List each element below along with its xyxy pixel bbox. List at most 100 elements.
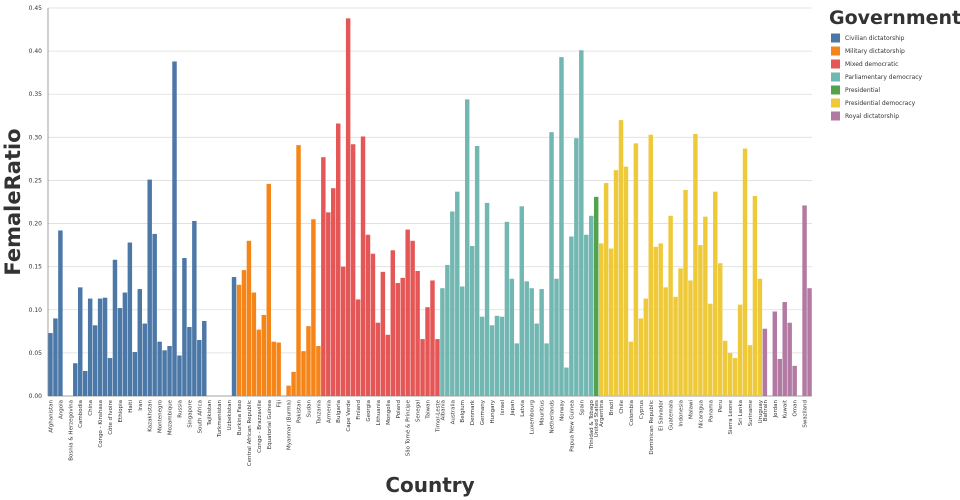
bar	[410, 240, 415, 396]
x-tick-label: Belgium	[460, 400, 466, 423]
bar	[499, 316, 505, 396]
y-tick-label: 0.40	[29, 48, 43, 55]
bar	[256, 329, 262, 396]
x-tick-label: Kazakhstan	[148, 399, 154, 431]
bar	[613, 170, 619, 396]
bar	[534, 323, 539, 396]
bar	[187, 327, 192, 396]
bar	[400, 277, 405, 396]
bar	[683, 189, 688, 396]
x-tick-label: Sierra Leone	[728, 399, 734, 434]
x-tick-label: Brazil	[609, 400, 615, 416]
bar	[122, 292, 128, 396]
bar	[593, 196, 599, 396]
bar	[266, 183, 271, 396]
bar	[286, 385, 291, 396]
x-tick-label: Fiji	[277, 400, 283, 408]
x-tick-label: Panama	[708, 400, 714, 422]
y-tick-label: 0.15	[29, 264, 43, 271]
legend-label: Parliamentary democracy	[845, 74, 923, 81]
bar	[693, 133, 698, 396]
bar	[311, 219, 316, 396]
x-tick-label: Israel	[500, 400, 506, 416]
bar	[489, 325, 495, 396]
bar	[202, 320, 207, 396]
x-tick-label: Luxembourg	[530, 400, 536, 434]
x-tick-label: Tanzania	[316, 400, 322, 425]
bar	[241, 270, 247, 396]
bar	[355, 299, 361, 396]
bar	[688, 280, 693, 396]
bar	[192, 220, 197, 396]
x-tick-label: Trinidad & Tobago	[589, 399, 595, 450]
bar	[147, 179, 152, 396]
x-tick-label: Kuwait	[783, 399, 789, 418]
bar	[197, 339, 202, 396]
bar	[698, 245, 703, 396]
bar	[747, 345, 753, 396]
bar	[231, 277, 237, 396]
bar	[345, 18, 351, 396]
x-tick-label: Suriname	[748, 399, 754, 426]
bar	[142, 323, 147, 396]
bar	[350, 144, 356, 396]
legend-label: Presidential	[845, 87, 880, 94]
bar	[717, 263, 723, 396]
x-tick-label: Sri Lanka	[738, 400, 744, 425]
bar	[395, 283, 400, 396]
y-tick-label: 0.00	[29, 393, 43, 400]
bar	[598, 243, 604, 396]
x-tick-label: Nicaragua	[698, 400, 704, 428]
bar	[301, 351, 306, 396]
x-tick-label: Bulgaria	[336, 400, 342, 423]
bar	[261, 314, 267, 396]
bar	[296, 145, 301, 396]
bar	[722, 340, 728, 396]
x-tick-label: Afghanistan	[48, 399, 54, 432]
y-tick-label: 0.45	[29, 5, 43, 12]
x-tick-label: Indonesia	[679, 400, 685, 427]
bar	[782, 302, 787, 396]
bar	[162, 350, 167, 396]
bar	[742, 148, 748, 396]
x-tick-label: Australia	[450, 400, 456, 424]
bar	[777, 358, 782, 396]
bar	[703, 216, 708, 396]
bar	[554, 278, 559, 396]
bar	[53, 318, 58, 396]
x-tick-label: Mozambique	[168, 399, 174, 435]
bar	[737, 304, 743, 396]
y-tick-label: 0.25	[29, 177, 43, 184]
x-tick-label: South Africa	[197, 400, 203, 433]
bar	[112, 259, 118, 396]
bar	[519, 206, 525, 396]
x-tick-label: Finland	[356, 400, 362, 420]
bar	[107, 358, 113, 396]
x-tick-label: Central African Republic	[247, 400, 253, 466]
bar	[658, 243, 663, 396]
legend-title: Government	[829, 7, 960, 29]
bar	[574, 138, 579, 396]
bar	[673, 296, 678, 396]
y-axis-title: FemaleRatio	[1, 128, 25, 275]
legend-swatch	[831, 98, 840, 108]
bar	[137, 289, 143, 396]
x-tick-label: Cyprus	[639, 400, 645, 419]
bar	[182, 258, 187, 396]
y-tick-label: 0.35	[29, 91, 43, 98]
bar	[360, 136, 366, 396]
y-tick-label: 0.20	[29, 221, 43, 228]
bar	[117, 308, 123, 396]
legend-swatch	[831, 111, 840, 121]
bar	[648, 134, 653, 396]
bar	[653, 246, 658, 396]
bar	[405, 229, 410, 396]
x-tick-label: Germany	[480, 399, 486, 425]
x-tick-label: Congo - Brazzaville	[257, 399, 263, 452]
bar	[102, 297, 108, 396]
bar	[291, 371, 296, 396]
x-tick-label: Angola	[58, 400, 64, 419]
x-tick-label: Hungary	[490, 399, 496, 423]
x-tick-label: Swaziland	[803, 400, 809, 428]
x-tick-label: Chile	[619, 399, 625, 413]
